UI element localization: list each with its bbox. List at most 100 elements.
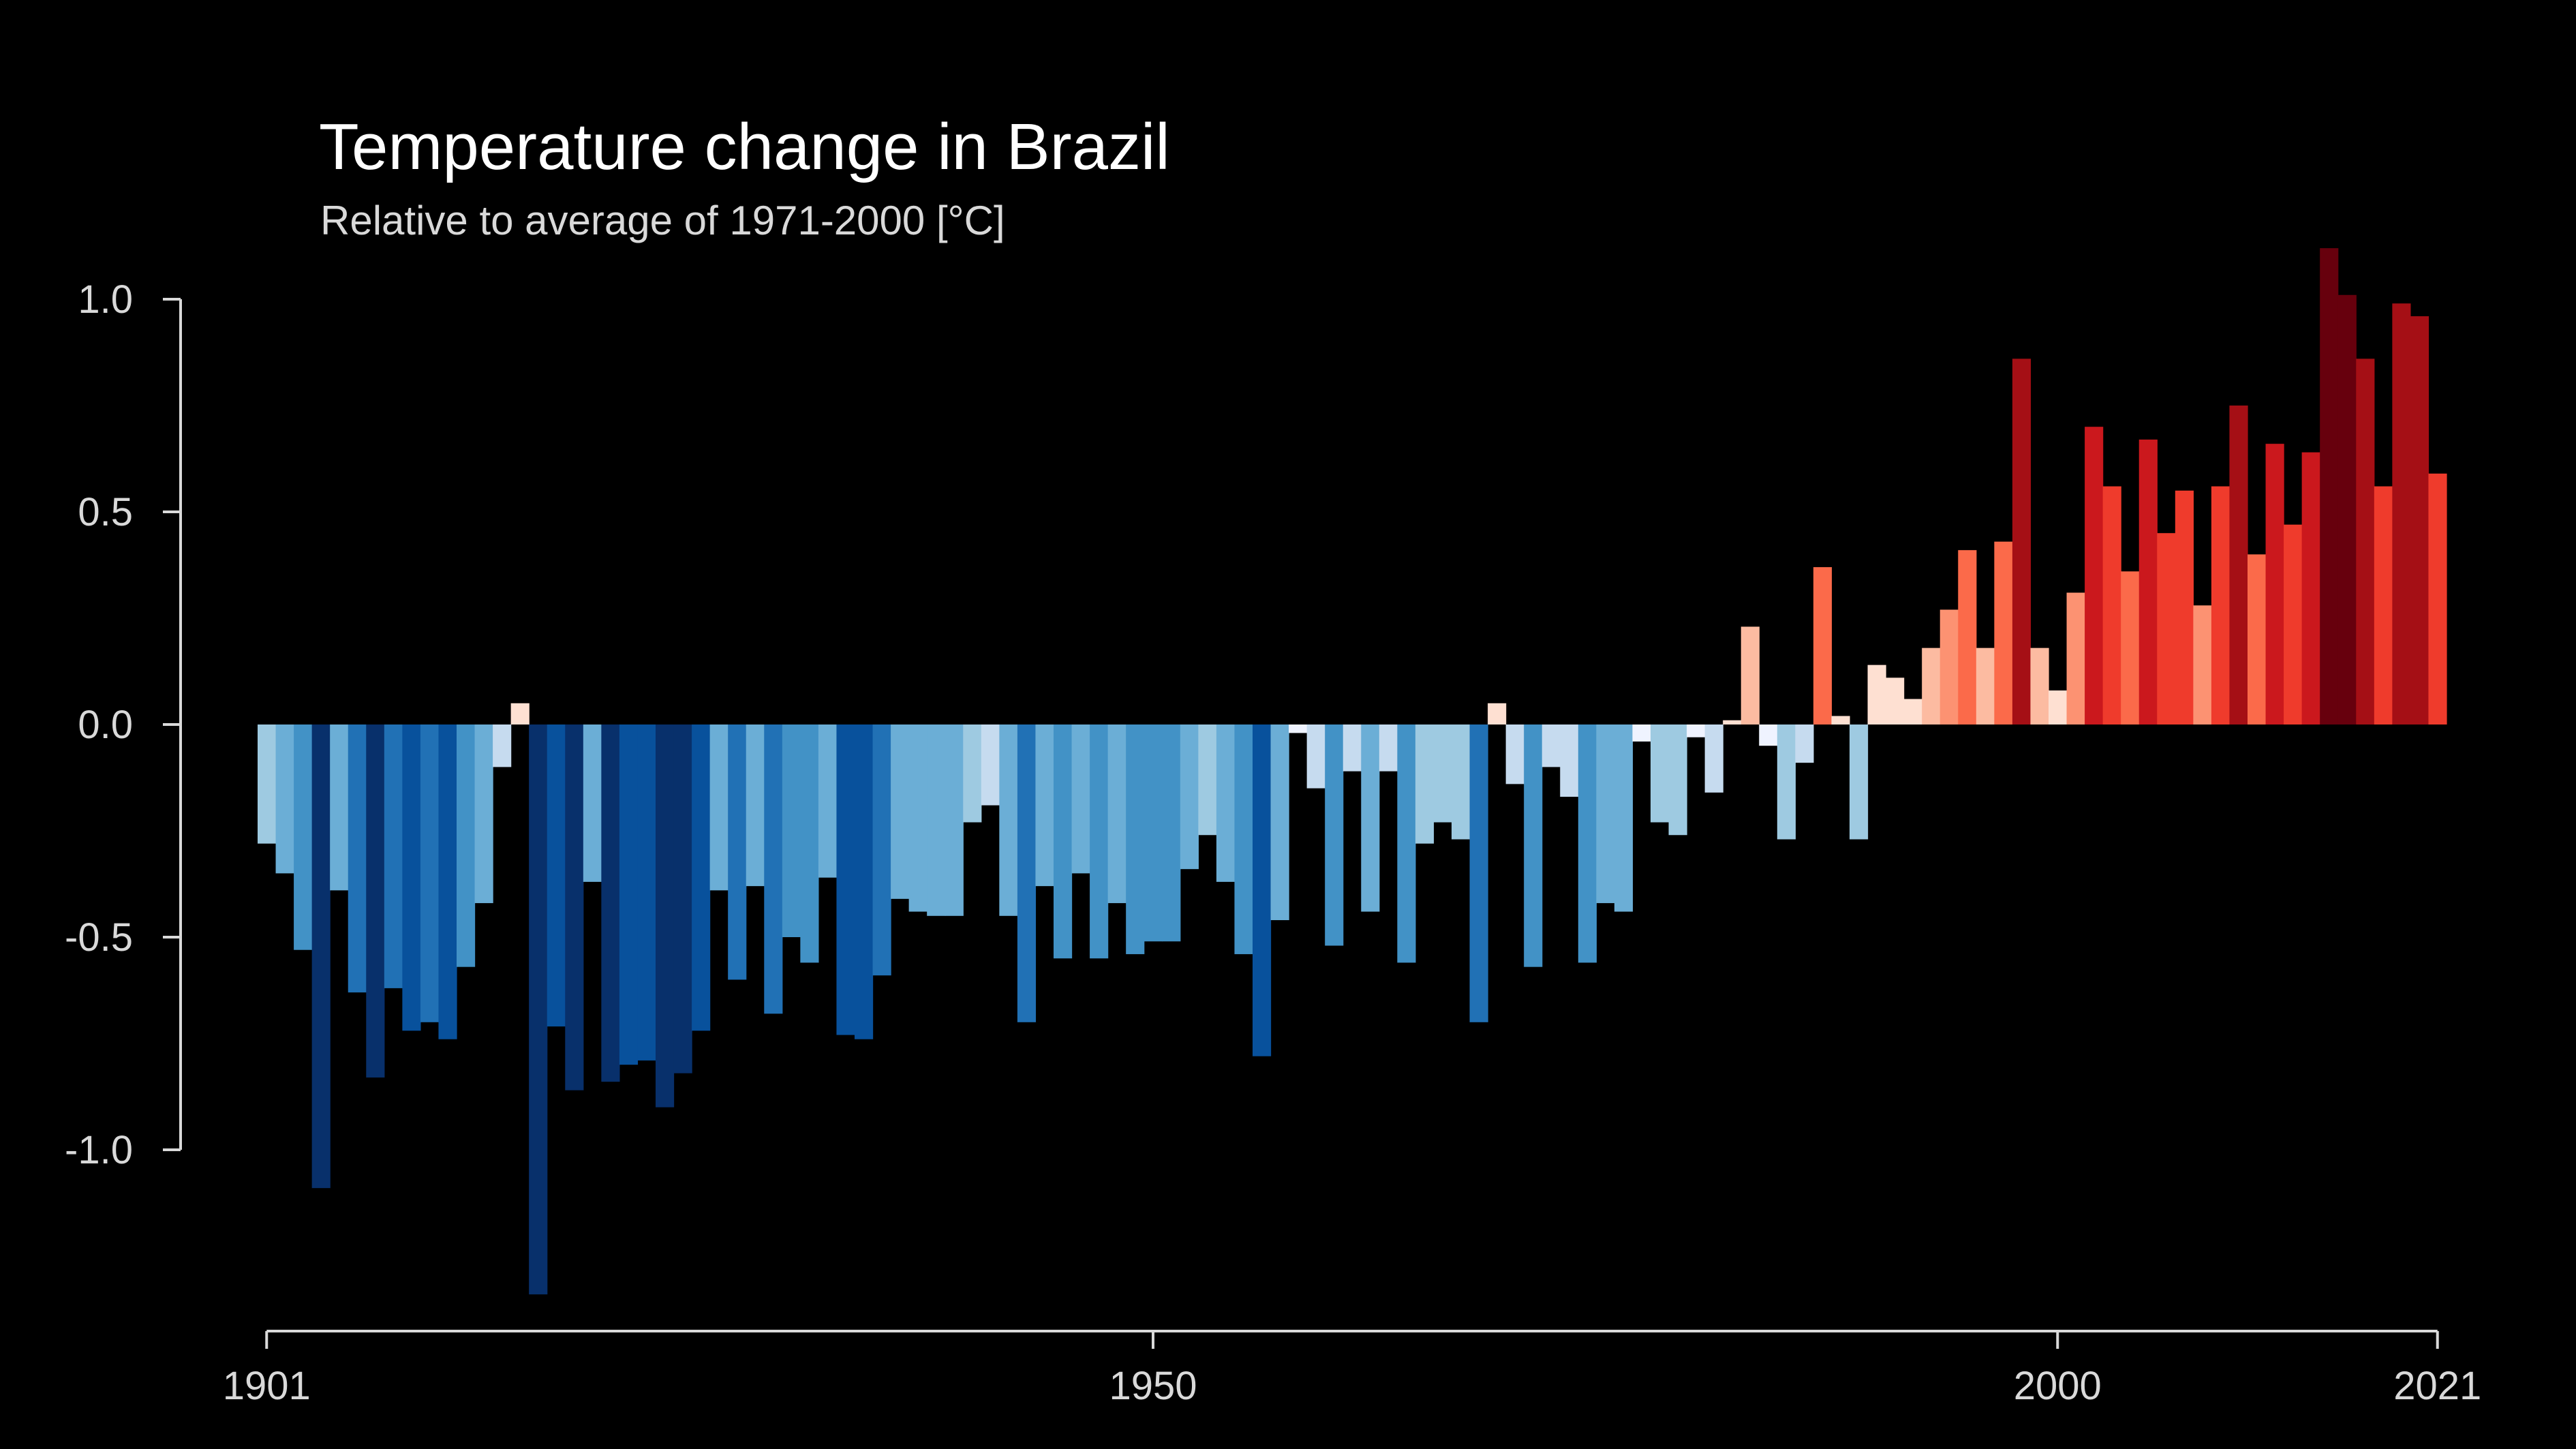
bar-1996 [1976,647,1995,724]
bar-1973 [1560,724,1579,797]
bar-1974 [1578,724,1597,963]
bar-1968 [1469,724,1488,1022]
chart-subtitle: Relative to average of 1971-2000 [°C] [320,198,1005,243]
bar-1941 [981,724,1000,806]
bar-1976 [1614,724,1634,912]
bar-1950 [1144,724,1163,942]
bar-1953 [1198,724,1217,836]
bar-1905 [330,724,349,891]
bar-2014 [2301,452,2320,724]
bar-2016 [2337,294,2357,724]
bar-1972 [1542,724,1561,767]
bar-1943 [1017,724,1037,1022]
y-tick-label: 0.5 [78,490,133,534]
bar-1991 [1886,677,1905,724]
bar-2021 [2428,473,2447,724]
bar-1904 [311,724,331,1189]
bar-1984 [1759,724,1778,746]
bar-1915 [510,703,530,724]
bar-1957 [1270,724,1289,921]
bar-2011 [2248,554,2267,724]
bar-2020 [2410,316,2429,725]
bar-1965 [1415,724,1435,844]
bar-1961 [1343,724,1362,772]
bar-1987 [1813,567,1833,724]
bar-1989 [1850,724,1869,840]
bars-group [258,248,2447,1295]
bar-1955 [1234,724,1253,954]
x-tick-label: 2000 [2014,1364,2102,1408]
bar-1925 [692,724,711,1031]
bar-1986 [1795,724,1814,763]
bar-1928 [746,724,765,887]
bar-2009 [2211,486,2230,724]
bar-1912 [457,724,476,967]
bar-1983 [1741,626,1760,724]
bar-1980 [1687,724,1706,737]
bar-1922 [637,724,656,1061]
bar-1919 [583,724,602,882]
bar-1977 [1632,724,1651,742]
bar-1939 [945,724,964,916]
bar-2013 [2284,524,2303,724]
bar-2015 [2320,248,2339,724]
bar-1938 [927,724,946,916]
bar-1967 [1452,724,1471,840]
bar-1923 [656,724,675,1108]
bar-1916 [529,724,548,1295]
bar-1921 [619,724,639,1065]
bar-1910 [420,724,440,1022]
bar-1901 [258,724,277,844]
bar-1956 [1253,724,1272,1056]
bar-1924 [673,724,692,1073]
bar-1997 [1994,541,2013,724]
bar-2019 [2392,303,2411,724]
bar-1958 [1289,724,1308,733]
bar-1962 [1361,724,1380,912]
bar-1969 [1488,703,1507,724]
bar-1926 [709,724,729,891]
bar-1971 [1524,724,1543,967]
bar-1920 [601,724,620,1082]
y-tick-label: 1.0 [78,277,133,322]
bar-1936 [891,724,910,899]
bar-1959 [1306,724,1325,789]
bar-1931 [800,724,819,963]
bar-1935 [872,724,891,976]
bar-2001 [2066,592,2085,724]
bar-1964 [1397,724,1416,963]
bar-2008 [2193,605,2212,724]
x-tick-label: 2021 [2393,1364,2481,1408]
bar-1982 [1723,720,1742,724]
bar-1913 [474,724,493,904]
bar-1993 [1922,647,1941,724]
bar-1981 [1704,724,1723,793]
bar-2018 [2374,486,2393,724]
bar-1998 [2012,359,2031,724]
bar-1992 [1903,699,1922,724]
chart-title: Temperature change in Brazil [319,110,1170,183]
bar-2000 [2049,690,2068,724]
bar-2012 [2265,444,2284,724]
bar-2005 [2138,439,2158,724]
bar-1979 [1668,724,1687,836]
y-tick-label: 0.0 [78,703,133,747]
bar-1902 [275,724,294,874]
bar-1944 [1035,724,1054,887]
bar-2004 [2121,571,2140,724]
bar-1990 [1867,665,1886,724]
bar-1985 [1777,724,1796,840]
bar-2007 [2175,490,2194,724]
bar-1975 [1596,724,1615,904]
bar-2006 [2157,533,2176,724]
bar-1966 [1433,724,1452,823]
bar-1927 [728,724,747,980]
bar-2017 [2356,359,2375,724]
x-axis: 1901 1950 2000 2021 [223,1330,2481,1408]
bar-1903 [294,724,313,950]
bar-2010 [2229,406,2248,724]
bar-1911 [438,724,457,1039]
bar-1952 [1180,724,1199,870]
y-tick-label: -0.5 [65,915,133,960]
bar-1908 [384,724,403,988]
